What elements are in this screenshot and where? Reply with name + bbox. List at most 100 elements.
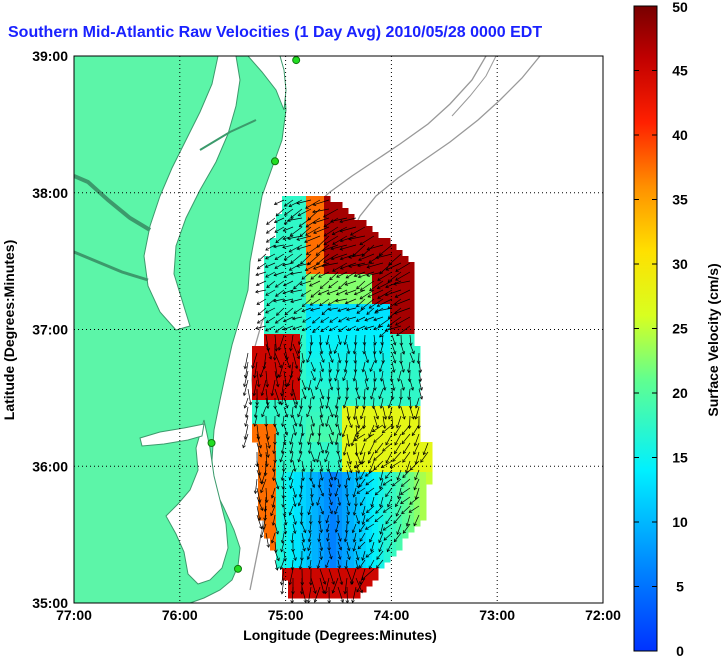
- velocity-cell: [372, 250, 379, 257]
- velocity-arrowhead: [329, 386, 334, 391]
- velocity-arrowhead: [373, 326, 377, 331]
- velocity-arrow: [273, 298, 285, 302]
- velocity-cell: [390, 394, 397, 401]
- velocity-cell: [390, 280, 397, 287]
- velocity-arrow: [328, 406, 333, 418]
- velocity-cell: [306, 268, 313, 275]
- velocity-cell: [300, 526, 307, 533]
- velocity-cell: [300, 274, 307, 281]
- velocity-arrow: [257, 307, 267, 316]
- velocity-cell: [324, 232, 331, 239]
- velocity-arrowhead: [260, 480, 265, 485]
- velocity-cell: [276, 526, 283, 533]
- velocity-cell: [288, 532, 295, 539]
- velocity-arrow: [410, 460, 420, 471]
- velocity-arrow: [301, 541, 306, 552]
- velocity-cell: [288, 274, 295, 281]
- velocity-arrow: [336, 271, 348, 278]
- velocity-cell: [402, 418, 409, 425]
- velocity-cell: [354, 340, 361, 347]
- velocity-arrowhead: [301, 303, 306, 308]
- velocity-cell: [348, 448, 355, 455]
- velocity-arrowhead: [387, 404, 392, 409]
- velocity-cell: [300, 328, 307, 335]
- velocity-cell: [378, 514, 385, 521]
- velocity-arrow: [340, 244, 357, 250]
- velocity-cell: [294, 430, 301, 437]
- velocity-cell: [306, 196, 313, 203]
- velocity-arrow: [360, 280, 375, 291]
- velocity-cell: [342, 460, 349, 467]
- velocity-cell: [318, 232, 325, 239]
- velocity-cell: [366, 556, 373, 563]
- velocity-cell: [414, 352, 421, 359]
- velocity-arrowhead: [260, 392, 265, 397]
- velocity-arrow: [355, 460, 360, 474]
- velocity-arrowhead: [243, 383, 247, 388]
- velocity-cell: [312, 244, 319, 251]
- velocity-arrowhead: [337, 502, 342, 506]
- velocity-arrow: [400, 343, 405, 355]
- velocity-cell: [348, 376, 355, 383]
- velocity-cell: [336, 250, 343, 257]
- velocity-arrowhead: [259, 507, 264, 512]
- velocity-cell: [402, 502, 409, 509]
- velocity-arrow: [283, 514, 287, 525]
- velocity-arrow: [375, 253, 393, 259]
- velocity-arrow: [320, 316, 330, 323]
- velocity-arrowhead: [278, 364, 282, 369]
- velocity-cell: [324, 250, 331, 257]
- velocity-cell: [372, 412, 379, 419]
- velocity-arrow: [378, 541, 384, 552]
- velocity-arrow: [330, 244, 348, 250]
- velocity-arrowhead: [348, 460, 352, 465]
- velocity-cell: [354, 550, 361, 557]
- velocity-cell: [408, 520, 415, 527]
- velocity-arrowhead: [335, 298, 339, 303]
- velocity-arrow: [310, 298, 321, 306]
- velocity-arrow: [379, 496, 384, 508]
- velocity-cell: [282, 448, 289, 455]
- velocity-arrowhead: [311, 396, 315, 400]
- velocity-cell: [342, 280, 349, 287]
- velocity-cell: [294, 424, 301, 431]
- velocity-cell: [390, 484, 397, 491]
- velocity-arrow: [382, 442, 393, 452]
- velocity-cell: [264, 520, 271, 527]
- velocity-cell: [408, 304, 415, 311]
- velocity-arrow: [356, 325, 366, 331]
- velocity-arrow: [256, 424, 260, 440]
- velocity-cell: [390, 286, 397, 293]
- velocity-arrowhead: [312, 209, 316, 214]
- velocity-cell: [384, 322, 391, 329]
- velocity-arrowhead: [397, 378, 401, 382]
- velocity-cell: [378, 358, 385, 365]
- velocity-arrow: [273, 244, 285, 248]
- velocity-arrow: [310, 388, 315, 400]
- velocity-arrowhead: [272, 357, 277, 361]
- velocity-arrowhead: [293, 422, 298, 427]
- velocity-cell: [372, 490, 379, 497]
- station-marker: [207, 439, 216, 448]
- velocity-arrowhead: [293, 494, 297, 498]
- velocity-arrowhead: [375, 510, 379, 514]
- velocity-cell: [342, 292, 349, 299]
- velocity-cell: [312, 406, 319, 413]
- velocity-cell: [378, 418, 385, 425]
- velocity-cell: [252, 358, 259, 365]
- velocity-cell: [372, 316, 379, 323]
- velocity-arrow: [255, 325, 267, 329]
- velocity-arrowhead: [356, 425, 361, 429]
- velocity-cell: [348, 502, 355, 509]
- velocity-cell: [264, 478, 271, 485]
- velocity-arrowhead: [311, 484, 316, 488]
- velocity-cell: [330, 280, 337, 287]
- velocity-arrowhead: [297, 458, 301, 463]
- velocity-arrow: [291, 406, 294, 418]
- velocity-arrow: [396, 523, 402, 535]
- velocity-cell: [288, 310, 295, 317]
- velocity-arrowhead: [283, 521, 288, 526]
- velocity-arrow: [328, 352, 334, 363]
- velocity-cell: [270, 454, 277, 461]
- velocity-cell: [342, 226, 349, 233]
